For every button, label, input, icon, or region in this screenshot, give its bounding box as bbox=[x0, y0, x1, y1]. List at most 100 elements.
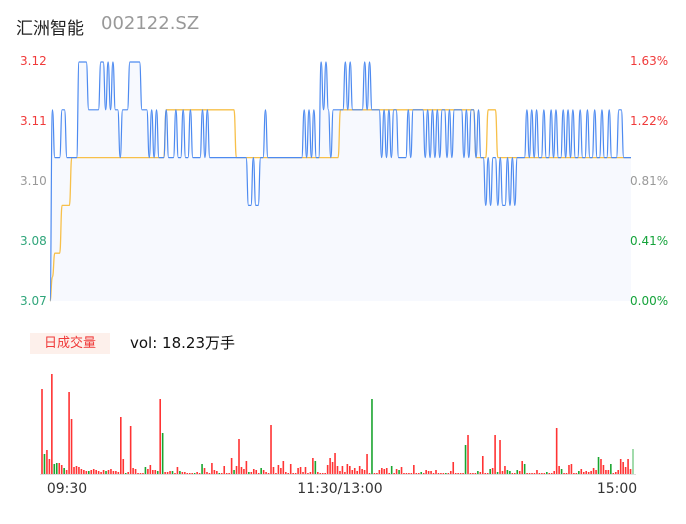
volume-bar bbox=[440, 473, 442, 474]
volume-bar bbox=[494, 435, 496, 474]
volume-bar bbox=[349, 466, 351, 474]
volume-bar bbox=[509, 471, 511, 474]
volume-bar bbox=[521, 461, 523, 474]
volume-bar bbox=[147, 469, 149, 474]
volume-bar bbox=[329, 458, 331, 474]
volume-bar bbox=[159, 399, 161, 474]
volume-bar bbox=[319, 473, 322, 474]
volume-bar bbox=[203, 468, 206, 474]
volume-bar bbox=[233, 470, 235, 474]
volume-bar bbox=[152, 470, 154, 474]
volume-bar bbox=[627, 459, 629, 474]
volume-bar bbox=[462, 473, 464, 474]
volume-bar bbox=[171, 471, 174, 474]
volume-bar bbox=[410, 473, 413, 474]
volume-bar bbox=[95, 470, 97, 474]
volume-bar bbox=[459, 473, 462, 474]
volume-bar bbox=[68, 392, 70, 474]
volume-bar bbox=[346, 464, 349, 474]
volume-bar bbox=[297, 468, 299, 474]
volume-bar bbox=[191, 473, 194, 474]
volume-bar bbox=[139, 473, 142, 474]
volume-bar bbox=[127, 472, 129, 474]
volume-bar bbox=[587, 472, 590, 474]
volume-bar bbox=[560, 469, 563, 474]
volume-bar bbox=[449, 471, 452, 474]
volume-bar bbox=[326, 465, 329, 474]
volume-bar bbox=[144, 467, 147, 474]
volume-bar bbox=[83, 470, 85, 474]
volume-bar bbox=[568, 465, 570, 474]
volume-bar bbox=[550, 473, 553, 474]
price-area bbox=[50, 62, 631, 301]
volume-bar bbox=[580, 469, 583, 474]
volume-bar bbox=[632, 449, 634, 474]
volume-bar bbox=[100, 472, 102, 474]
volume-bar bbox=[223, 466, 226, 474]
volume-bar bbox=[624, 467, 627, 474]
volume-bar bbox=[388, 473, 391, 474]
volume-bar bbox=[213, 470, 216, 474]
volume-bar bbox=[548, 473, 551, 474]
volume-bar bbox=[334, 453, 336, 474]
volume-bar bbox=[467, 435, 469, 474]
volume-bar bbox=[240, 467, 243, 474]
volume-bar bbox=[105, 471, 107, 474]
volume-bar bbox=[437, 473, 440, 474]
volume-bar bbox=[341, 466, 344, 474]
volume-bar bbox=[75, 466, 78, 474]
volume-bar bbox=[107, 470, 110, 474]
volume-bar bbox=[531, 473, 533, 474]
volume-bar bbox=[452, 462, 455, 474]
volume-bar bbox=[413, 465, 415, 474]
volume-bar bbox=[533, 473, 536, 474]
volume-bar bbox=[430, 471, 432, 474]
y-tick-right-4: 0.00% bbox=[630, 294, 669, 308]
volume-bar bbox=[294, 473, 297, 474]
volume-bar bbox=[176, 467, 179, 474]
volume-bar bbox=[216, 471, 218, 474]
volume-bar bbox=[403, 473, 405, 474]
volume-bar bbox=[235, 466, 238, 474]
volume-bar bbox=[262, 470, 265, 474]
volume-bar bbox=[186, 473, 189, 474]
volume-bar bbox=[321, 473, 324, 474]
volume-bar bbox=[243, 469, 245, 474]
volume-bar bbox=[169, 471, 171, 474]
volume-tab[interactable]: 日成交量 bbox=[30, 333, 110, 354]
volume-bar bbox=[464, 445, 467, 474]
volume-bar bbox=[120, 417, 122, 474]
volume-bar bbox=[132, 468, 134, 474]
volume-bar bbox=[184, 472, 186, 474]
volume-bar bbox=[371, 399, 373, 474]
volume-bar bbox=[619, 459, 622, 474]
volume-bar bbox=[218, 473, 221, 474]
volume-bar bbox=[265, 472, 267, 474]
volume-bar bbox=[536, 470, 538, 474]
volume-bar bbox=[63, 468, 65, 474]
volume-bar bbox=[142, 473, 144, 474]
volume-bar bbox=[499, 440, 501, 474]
volume-bar bbox=[292, 473, 294, 474]
volume-bar bbox=[344, 472, 346, 474]
volume-bar bbox=[472, 473, 474, 474]
volume-bar bbox=[248, 472, 250, 474]
volume-bar bbox=[484, 473, 487, 474]
volume-bar bbox=[474, 473, 477, 474]
volume-bar bbox=[541, 473, 543, 474]
volume-bar bbox=[496, 472, 499, 474]
volume-bar bbox=[156, 471, 159, 474]
y-tick-left-0: 3.12 bbox=[20, 54, 47, 68]
volume-bar bbox=[289, 464, 292, 474]
volume-bar bbox=[257, 473, 260, 474]
volume-bar bbox=[358, 466, 361, 474]
volume-bar bbox=[193, 473, 196, 474]
volume-bar bbox=[275, 473, 277, 474]
volume-bar bbox=[149, 465, 152, 474]
volume-bar bbox=[578, 471, 580, 474]
volume-bar bbox=[543, 473, 546, 474]
volume-bar bbox=[65, 470, 68, 474]
volume-bar bbox=[78, 467, 80, 474]
volume-bar bbox=[115, 471, 117, 474]
